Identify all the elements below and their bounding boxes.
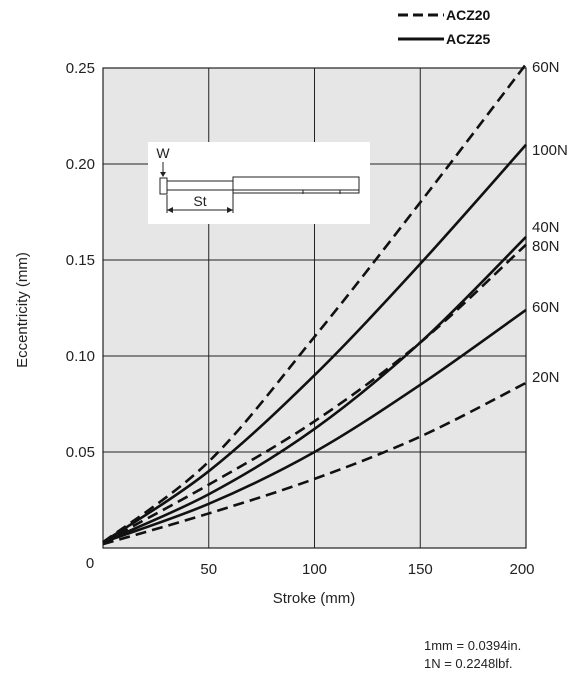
x-tick-50: 50 bbox=[200, 561, 217, 578]
y-tick-0.25: 0.25 bbox=[66, 60, 95, 77]
series-line-acz25-80n bbox=[102, 236, 527, 544]
series-line-acz20-20n bbox=[102, 381, 527, 546]
legend: ACZ20 ACZ25 bbox=[398, 7, 491, 47]
label-acz20-60n: 60N bbox=[532, 59, 560, 76]
inset-diagram: W St bbox=[148, 142, 370, 224]
legend-label-acz25: ACZ25 bbox=[446, 31, 491, 47]
conversion-n: 1N = 0.2248lbf. bbox=[424, 656, 513, 671]
x-axis-label: Stroke (mm) bbox=[273, 590, 356, 607]
label-acz25-80n: 80N bbox=[532, 238, 560, 255]
legend-label-acz20: ACZ20 bbox=[446, 7, 491, 23]
inset-body bbox=[232, 176, 360, 191]
plot-frame bbox=[102, 67, 527, 549]
y-axis-label: Eccentricity (mm) bbox=[14, 252, 31, 368]
y-tick-0.10: 0.10 bbox=[66, 348, 95, 365]
conversion-mm: 1mm = 0.0394in. bbox=[424, 638, 522, 653]
y-tick-0.20: 0.20 bbox=[66, 156, 95, 173]
label-acz20-20n: 20N bbox=[532, 369, 560, 386]
series-line-acz25-60n bbox=[102, 308, 527, 544]
label-acz20-40n: 40N bbox=[532, 219, 560, 236]
x-tick-150: 150 bbox=[408, 561, 433, 578]
series-layer bbox=[102, 63, 528, 546]
y-tick-0.15: 0.15 bbox=[66, 252, 95, 269]
series-line-acz25-100n bbox=[102, 143, 527, 544]
inset-w-label: W bbox=[156, 145, 170, 161]
label-acz25-60n: 60N bbox=[532, 299, 560, 316]
x-tick-0: 0 bbox=[86, 555, 94, 572]
inset-rod bbox=[166, 180, 234, 191]
inset-end-plate bbox=[159, 177, 168, 195]
inset-slot bbox=[232, 189, 360, 194]
series-line-acz20-60n bbox=[102, 63, 528, 544]
series-line-acz20-40n bbox=[102, 243, 527, 544]
y-tick-0.05: 0.05 bbox=[66, 444, 95, 461]
x-tick-100: 100 bbox=[302, 561, 327, 578]
label-acz25-100n: 100N bbox=[532, 142, 568, 159]
x-tick-200: 200 bbox=[509, 561, 534, 578]
inset-st-label: St bbox=[193, 193, 206, 209]
